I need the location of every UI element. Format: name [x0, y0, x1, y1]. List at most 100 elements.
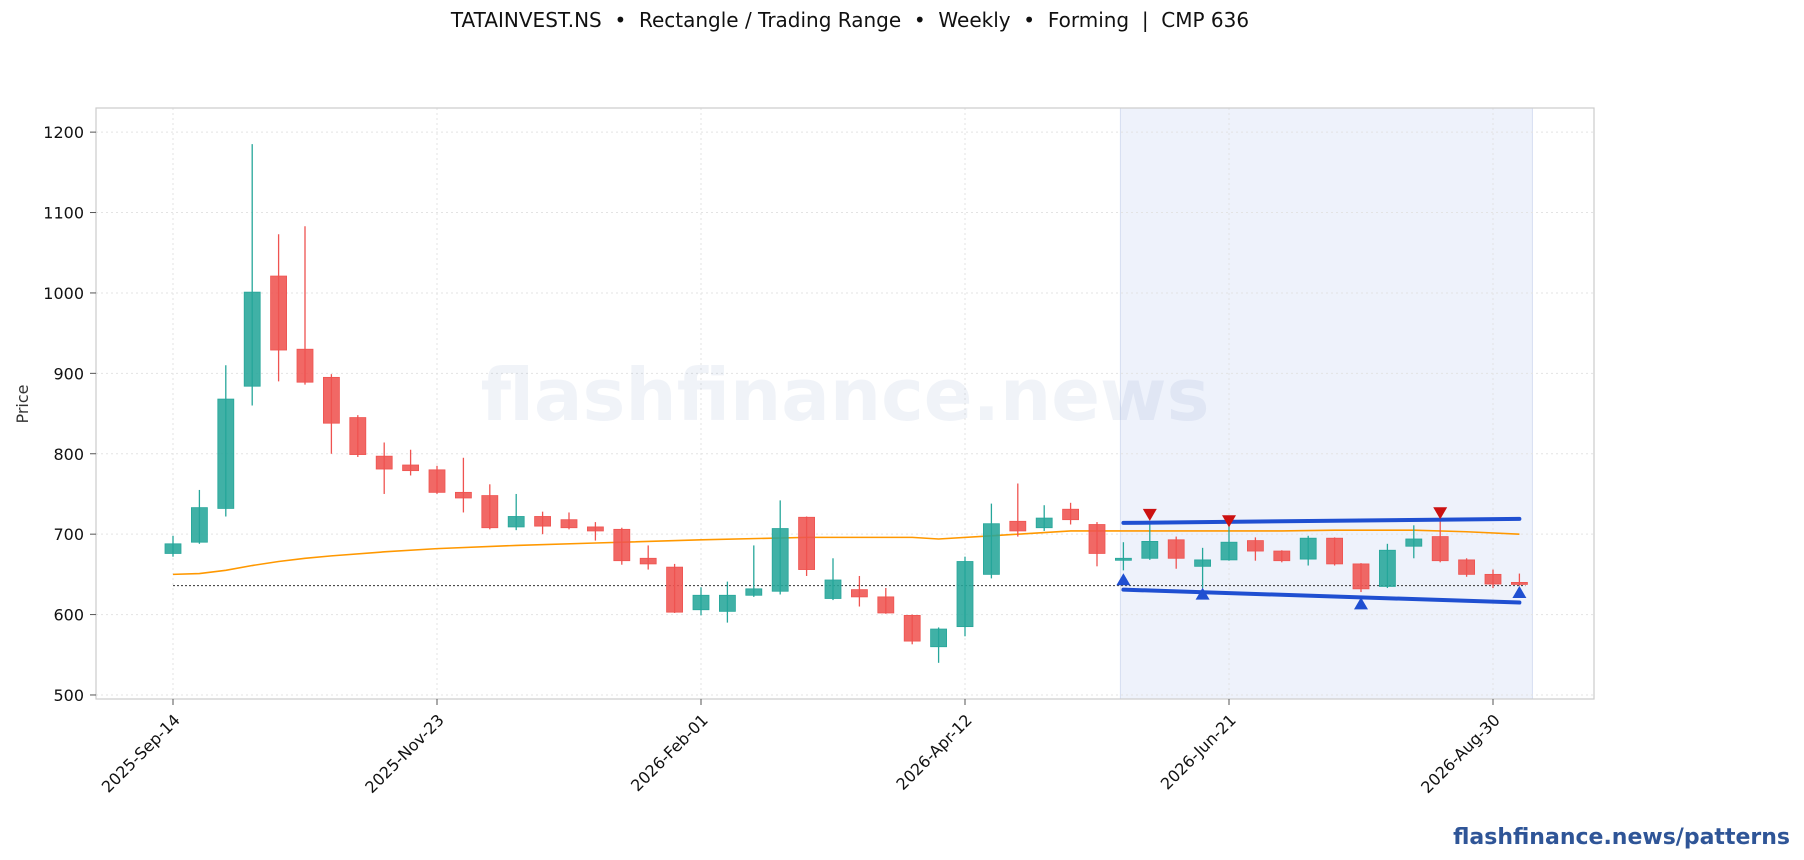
- y-axis-label: Price: [13, 384, 32, 423]
- candle-up: [771, 500, 789, 595]
- candle-up: [956, 556, 974, 637]
- y-tick-label: 700: [53, 525, 84, 544]
- candle-down: [296, 226, 314, 385]
- candle-body: [1088, 524, 1106, 554]
- grid-lines: [96, 108, 1594, 699]
- candle-body: [666, 566, 683, 613]
- candle-down: [1352, 563, 1370, 593]
- candle-body: [798, 516, 815, 570]
- candle-body: [481, 495, 499, 529]
- x-tick-label: 2026-Aug-30: [1417, 710, 1504, 797]
- candle-down: [587, 522, 604, 541]
- candle-body: [1326, 537, 1343, 565]
- candle-down: [613, 527, 631, 565]
- x-tick-label: 2026-Apr-12: [892, 710, 975, 793]
- chart-title: TATAINVEST.NS • Rectangle / Trading Rang…: [450, 8, 1250, 32]
- candle-body: [745, 588, 763, 596]
- y-tick-label: 600: [53, 606, 84, 625]
- candle-down: [903, 614, 921, 645]
- y-tick-label: 1000: [43, 284, 84, 303]
- candle-down: [1484, 569, 1502, 589]
- candle-up: [1299, 535, 1317, 566]
- peak-marker: [1222, 515, 1236, 528]
- candle-body: [322, 376, 340, 424]
- candle-down: [349, 415, 367, 457]
- candle-down: [1009, 483, 1027, 537]
- y-tick-label: 500: [53, 686, 84, 705]
- candles: [164, 144, 1528, 663]
- candle-body: [1273, 550, 1291, 562]
- candle-body: [956, 561, 974, 628]
- candle-body: [1458, 559, 1475, 575]
- candle-down: [1326, 537, 1343, 566]
- trough-marker: [1195, 587, 1210, 600]
- candle-down: [534, 511, 551, 535]
- candle-up: [243, 144, 261, 406]
- candle-body: [1035, 517, 1053, 529]
- candle-down: [454, 457, 472, 513]
- candle-body: [190, 507, 208, 543]
- candle-body: [164, 543, 182, 554]
- candle-body: [1484, 573, 1502, 585]
- candle-body: [1220, 541, 1238, 561]
- trough-marker: [1116, 573, 1131, 586]
- candle-down: [322, 374, 340, 454]
- candle-body: [349, 417, 367, 455]
- candle-body: [1379, 549, 1396, 587]
- candle-body: [639, 557, 657, 565]
- candle-down: [428, 465, 446, 494]
- x-axis: 2025-Sep-14 2025-Nov-23 2026-Feb-01 2026-Ap…: [98, 699, 1504, 797]
- candle-body: [428, 469, 446, 493]
- candle-up: [1141, 522, 1159, 560]
- moving-average-line: [172, 529, 1520, 576]
- candle-down: [402, 449, 420, 476]
- candle-up: [719, 581, 736, 623]
- y-tick-label: 900: [53, 364, 84, 383]
- candle-body: [1167, 539, 1185, 559]
- candle-body: [613, 528, 631, 562]
- candle-down: [375, 442, 393, 494]
- candle-body: [930, 628, 947, 648]
- candle-body: [1511, 582, 1528, 585]
- candle-body: [375, 455, 393, 470]
- candle-down: [1431, 518, 1449, 563]
- candle-up: [824, 558, 842, 601]
- trough-marker: [1354, 597, 1368, 610]
- plot-frame: [95, 107, 1595, 700]
- candle-up: [1035, 505, 1053, 531]
- candle-down: [270, 234, 288, 382]
- candle-body: [534, 516, 551, 527]
- candle-body: [903, 614, 921, 642]
- candle-down: [1458, 558, 1475, 577]
- candle-body: [692, 594, 710, 611]
- candle-down: [1088, 522, 1106, 567]
- footer-brand-link[interactable]: flashfinance.news/patterns: [1453, 825, 1790, 850]
- candle-up: [983, 503, 1000, 579]
- candle-body: [1115, 557, 1132, 561]
- x-tick-label: 2026-Jun-21: [1157, 710, 1240, 793]
- candle-body: [824, 579, 842, 599]
- candle-down: [1511, 573, 1528, 586]
- candle-up: [745, 545, 763, 597]
- peak-marker: [1433, 507, 1448, 520]
- candle-body: [983, 523, 1000, 575]
- candle-up: [164, 535, 182, 557]
- x-tick-label: 2025-Sep-14: [98, 710, 184, 796]
- candle-body: [243, 291, 261, 387]
- y-tick-label: 1100: [43, 204, 84, 223]
- candle-up: [1115, 542, 1132, 571]
- candle-body: [587, 526, 604, 532]
- trough-marker: [1512, 586, 1527, 599]
- candle-body: [1141, 541, 1159, 559]
- candle-down: [1273, 550, 1291, 563]
- candle-body: [1062, 508, 1079, 521]
- candle-body: [507, 516, 525, 528]
- y-tick-label: 1200: [43, 123, 84, 142]
- candle-down: [1062, 502, 1079, 525]
- pattern-overlay: [1116, 507, 1527, 610]
- candle-body: [1247, 540, 1264, 552]
- pattern-upper-boundary: [1121, 516, 1522, 525]
- pattern-lower-boundary: [1121, 587, 1522, 605]
- candle-body: [1299, 537, 1317, 560]
